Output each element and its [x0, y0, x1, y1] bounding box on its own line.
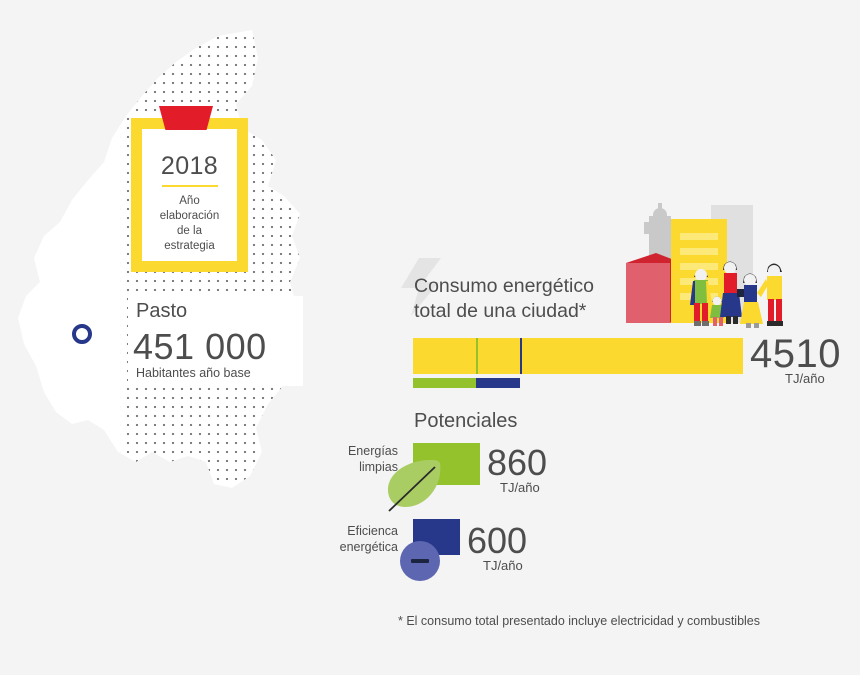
bar-divider-efficiency	[520, 338, 522, 374]
clean-energy-label-line-1: Energías	[347, 444, 398, 458]
clean-energy-value: 860	[487, 442, 548, 483]
city-name: Pasto	[136, 300, 188, 322]
person-1	[690, 269, 712, 326]
strategy-year-clipboard: 2018 Año elaboración de la estrategia	[131, 118, 248, 272]
bar-divider-clean-energy	[476, 338, 478, 374]
caption-line-3: de la	[177, 225, 202, 237]
efficiency-unit: TJ/año	[483, 558, 523, 573]
person-4	[757, 263, 783, 326]
caption-line-4: estrategia	[164, 240, 215, 252]
person-3	[740, 273, 763, 328]
clipboard-divider	[161, 185, 218, 187]
efficiency-value: 600	[467, 520, 528, 561]
clipboard-paper: 2018 Año elaboración de la estrategia	[142, 129, 237, 261]
consumption-title-line-2: total de una ciudad*	[414, 300, 587, 322]
efficiency-label: Eficienca energética	[332, 523, 398, 555]
lightning-bolt-icon	[401, 258, 441, 316]
person-2	[720, 261, 744, 324]
clean-energy-unit: TJ/año	[500, 480, 540, 495]
city-info-card	[128, 296, 303, 386]
city-population-value: 451 000	[133, 326, 267, 367]
person-child	[710, 296, 724, 326]
efficiency-label-line-1: Eficienca	[347, 524, 398, 538]
efficiency-label-line-2: energética	[339, 540, 398, 554]
caption-line-2: elaboración	[159, 210, 220, 222]
total-consumption-bar	[413, 338, 743, 374]
clean-energy-label: Energías limpias	[332, 443, 398, 475]
caption-line-1: Año	[179, 195, 200, 207]
clipboard-clip-icon	[159, 106, 213, 130]
total-consumption-value: 4510	[750, 332, 841, 376]
building-tower-gray-icon	[644, 203, 671, 263]
total-consumption-unit: TJ/año	[785, 371, 825, 386]
footnote: * El consumo total presentado incluye el…	[398, 614, 760, 628]
strategy-year-value: 2018	[160, 152, 219, 180]
consumption-title: Consumo energético total de una ciudad*	[414, 274, 644, 324]
consumption-title-line-1: Consumo energético	[414, 275, 594, 297]
bar-segment-underline	[413, 378, 520, 388]
leaf-icon	[388, 459, 441, 512]
city-marker-pasto[interactable]	[72, 324, 92, 344]
people-group-icon	[690, 261, 783, 328]
underline-clean-energy	[413, 378, 476, 388]
city-population-label: Habitantes año base	[136, 366, 251, 380]
minus-glyph-icon	[411, 559, 429, 563]
clean-energy-label-line-2: limpias	[359, 460, 398, 474]
city-illustration	[626, 203, 783, 328]
underline-efficiency	[476, 378, 520, 388]
potentials-title: Potenciales	[414, 410, 518, 432]
clipboard-caption: Año elaboración de la estrategia	[160, 194, 219, 254]
